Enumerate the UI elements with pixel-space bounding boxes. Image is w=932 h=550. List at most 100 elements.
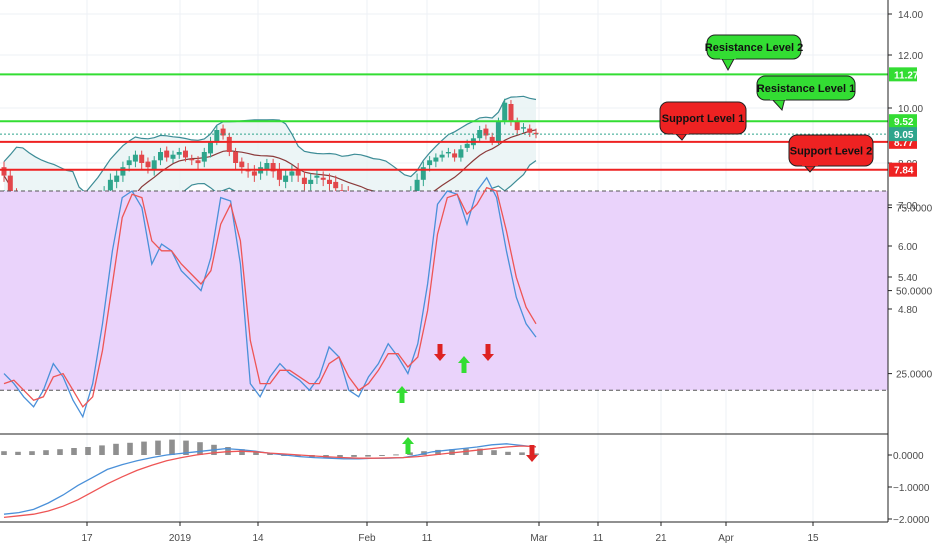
bollinger-upper-line xyxy=(3,95,537,194)
candle-body xyxy=(333,181,339,189)
buy-signal-arrow xyxy=(396,386,408,403)
macd-tick-label: −2.0000 xyxy=(893,515,930,526)
macd-histogram-bar xyxy=(43,450,49,455)
time-tick-label: 14 xyxy=(252,533,264,544)
macd-histogram-bar xyxy=(57,449,63,455)
macd-histogram-bar xyxy=(225,447,231,455)
macd-histogram-bar xyxy=(99,445,105,455)
candle-body xyxy=(251,171,257,176)
price-tick-label: 10.00 xyxy=(898,104,923,115)
candle-body xyxy=(139,154,145,163)
callout-seam xyxy=(673,131,689,134)
level-callout: Support Level 2 xyxy=(788,134,874,173)
candle-body xyxy=(208,141,213,154)
macd-histogram-bar xyxy=(267,453,273,455)
candle-body xyxy=(420,167,426,180)
candle-body xyxy=(239,161,245,168)
candle-body xyxy=(226,136,232,152)
price-tick-label: 7.00 xyxy=(898,201,918,212)
macd-histogram-bar xyxy=(435,449,441,455)
candle-body xyxy=(7,175,13,197)
time-tick-label: 17 xyxy=(81,533,93,544)
candle-body xyxy=(458,149,464,158)
macd-histogram-bar xyxy=(169,439,175,455)
candle-body xyxy=(427,160,433,166)
candle-body xyxy=(495,121,501,141)
candle-body xyxy=(195,160,201,164)
candle-body xyxy=(233,152,239,163)
candle-body xyxy=(439,154,445,158)
macd-tick-label: 0.0000 xyxy=(893,451,924,462)
stochastic-band xyxy=(0,191,888,391)
candle-body xyxy=(452,153,458,158)
candle-body xyxy=(120,167,126,176)
level-price-text: 7.84 xyxy=(894,166,914,177)
candle-body xyxy=(170,154,176,159)
candle-body xyxy=(289,171,295,176)
sell-signal-arrow xyxy=(482,344,494,361)
price-tick-label: 14.00 xyxy=(898,10,923,21)
candle-body xyxy=(164,150,170,158)
candle-body xyxy=(158,152,163,161)
macd-tick-label: −1.0000 xyxy=(893,483,930,494)
candle-body xyxy=(132,154,138,162)
candle-body xyxy=(483,128,489,136)
stochastic-tick-label: 75.0000 xyxy=(896,204,932,215)
candle-body xyxy=(183,150,188,158)
macd-histogram-bar xyxy=(253,451,259,455)
level-callout: Support Level 1 xyxy=(659,101,747,141)
macd-histogram-bar xyxy=(365,455,371,457)
stochastic-tick-label: 25.0000 xyxy=(896,370,932,381)
stochastic-d-line xyxy=(3,186,537,408)
candle-body xyxy=(151,160,157,170)
candle-body xyxy=(176,152,182,155)
candle-body xyxy=(514,121,520,131)
candle-body xyxy=(114,175,120,182)
candle-body xyxy=(314,175,320,178)
price-tick-label: 4.80 xyxy=(898,305,918,316)
buy-signal-arrow xyxy=(402,437,414,454)
time-tick-label: 21 xyxy=(655,533,667,544)
candle-body xyxy=(489,136,495,141)
candle-body xyxy=(126,160,132,166)
candle-body xyxy=(308,179,314,184)
candle-body xyxy=(414,179,420,195)
candle-body xyxy=(201,152,207,162)
macd-histogram-bar xyxy=(71,448,77,455)
current-price-tag xyxy=(889,127,917,142)
level-price-text: 11.27 xyxy=(894,70,919,81)
candle-body xyxy=(145,161,151,168)
candle-body xyxy=(283,175,289,182)
time-tick-label: 11 xyxy=(593,533,604,544)
macd-histogram-bar xyxy=(393,454,399,456)
stochastic-panel xyxy=(0,176,888,419)
time-tick-label: 11 xyxy=(422,533,433,544)
level-price-text: 8.77 xyxy=(894,138,914,149)
candle-body xyxy=(1,167,7,176)
macd-histogram-bar xyxy=(239,449,245,455)
candle-body xyxy=(327,179,332,184)
candle-body xyxy=(220,128,226,136)
macd-histogram-bar xyxy=(379,455,385,456)
macd-histogram-bar xyxy=(29,451,35,455)
level-label: Support Level 1 xyxy=(662,113,745,125)
candle-body xyxy=(301,177,307,184)
callout-box xyxy=(706,34,802,60)
time-tick-label: Mar xyxy=(530,533,548,544)
level-callout: Resistance Level 1 xyxy=(756,75,856,112)
stochastic-tick-label: 50.0000 xyxy=(896,287,932,298)
candle-body xyxy=(189,158,195,161)
macd-histogram-bar xyxy=(1,451,7,455)
level-price-tag xyxy=(889,67,917,82)
macd-histogram-bar xyxy=(505,451,511,455)
stochastic-k-line xyxy=(3,176,537,419)
candle-body xyxy=(464,143,470,148)
macd-histogram-bar xyxy=(197,442,203,455)
time-tick-label: 15 xyxy=(807,533,819,544)
sell-signal-arrow xyxy=(526,445,538,462)
buy-signal-arrow xyxy=(458,356,470,373)
candle-body xyxy=(433,157,439,162)
level-label: Resistance Level 1 xyxy=(757,83,855,95)
level-label: Support Level 2 xyxy=(790,146,873,158)
